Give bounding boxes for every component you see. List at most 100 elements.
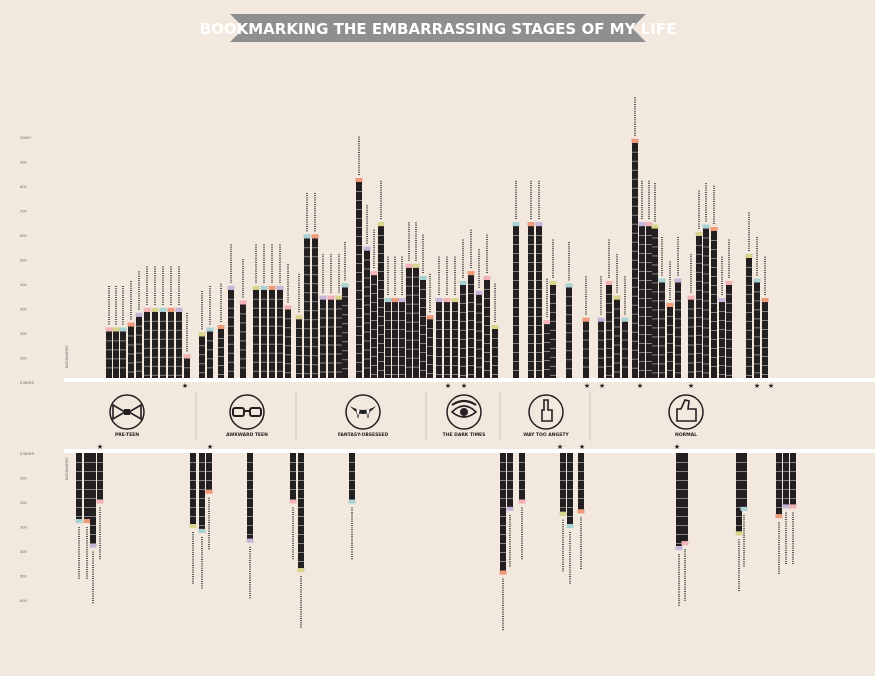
bar-stripe (754, 318, 760, 320)
eye-brow (451, 399, 477, 406)
bar-stripe (304, 364, 310, 366)
bookmark-accent (451, 298, 459, 303)
bar-stripe (536, 271, 542, 272)
bar-stripe (696, 244, 702, 246)
bar-stripe (632, 250, 638, 252)
bar-stripe (746, 347, 752, 349)
bar-stripe (452, 356, 458, 357)
bar-stripe (168, 356, 174, 358)
bar-stripe (399, 329, 405, 330)
top-axis-tick: 900 (20, 160, 27, 165)
top-bar (184, 358, 190, 378)
bar-stripe (754, 327, 760, 329)
top-bar (513, 226, 519, 378)
bar-stripe (476, 330, 482, 332)
bar-stripe (726, 302, 732, 304)
bar-stripe (106, 349, 112, 351)
bar-stripe (399, 311, 405, 312)
bar-stripe (682, 525, 688, 526)
eye-outline (450, 405, 478, 418)
bookmark-accent (335, 295, 343, 300)
bar-stripe (500, 471, 506, 472)
bar-stripe (420, 289, 426, 290)
bar-stripe (356, 254, 362, 255)
bar-stripe (371, 293, 377, 294)
bar-stripe (513, 235, 519, 236)
bar-stripe (762, 329, 768, 330)
bar-stripe (460, 320, 466, 322)
bookmark-accent (566, 524, 574, 529)
bar-stripe (298, 507, 304, 508)
bar-stripe (312, 256, 318, 258)
middle-finger-icon (528, 394, 564, 430)
bar-stripe (688, 371, 694, 373)
bar-stripe (460, 374, 466, 376)
bar-stripe (207, 340, 213, 342)
bar-stripe (476, 339, 482, 341)
top-bar (444, 302, 450, 378)
bottom-bar (776, 453, 782, 515)
bookmark-accent (695, 231, 703, 236)
bar-stripe (460, 356, 466, 358)
era-label: NORMAL (675, 432, 697, 438)
top-axis-tick: 300 (20, 307, 27, 312)
bar-stripe (253, 307, 259, 309)
bar-stripe (736, 525, 742, 526)
bookmark-accent (761, 298, 769, 303)
bar-stripe (736, 498, 742, 499)
bar-stripe (688, 344, 694, 346)
bar-stripe (168, 320, 174, 322)
bar-stripe (356, 191, 362, 192)
bookmark-accent (753, 278, 761, 283)
bar-stripe (296, 337, 302, 338)
bar-stripe (566, 314, 572, 316)
bar-stripe (667, 315, 673, 317)
era-label: PRE-TEEN (115, 432, 139, 438)
bottom-axis-tick: 200 (20, 500, 27, 505)
bar-stripe (385, 347, 391, 348)
bar-stripe (711, 240, 717, 241)
bar-stripe (261, 298, 267, 300)
bar-stripe (190, 516, 196, 517)
bar-stripe (228, 343, 234, 345)
bar-stripe (436, 347, 442, 348)
bar-stripe (371, 302, 377, 303)
bar-stripe (567, 516, 573, 517)
bar-stripe (703, 291, 709, 293)
top-bar (598, 321, 604, 378)
bar-stripe (711, 330, 717, 331)
bar-stripe (566, 350, 572, 352)
bar-stripe (452, 329, 458, 330)
bar-stripe (277, 334, 283, 336)
top-bar (176, 311, 182, 378)
bar-stripe (277, 343, 283, 345)
top-bar (420, 280, 426, 378)
bar-stripe (711, 258, 717, 259)
bar-stripe (144, 329, 150, 331)
bar-stripe (675, 363, 681, 365)
bar-stripe (484, 325, 490, 326)
bar-stripe (711, 303, 717, 304)
bar-stripe (136, 370, 142, 372)
bar-stripe (711, 285, 717, 286)
bow-tie-icon (109, 394, 145, 430)
bar-stripe (378, 361, 384, 362)
bar-stripe (550, 365, 556, 367)
bar-stripe (84, 516, 90, 517)
bar-stripe (659, 354, 665, 356)
bookmark-accent (175, 307, 183, 312)
bar-stripe (312, 247, 318, 249)
bookmark-accent (252, 285, 260, 290)
bar-stripe (385, 329, 391, 330)
bookmark-accent (151, 307, 159, 312)
bar-stripe (659, 309, 665, 311)
bar-stripe (290, 489, 296, 490)
bar-stripe (614, 344, 620, 346)
bar-stripe (622, 357, 628, 359)
bar-stripe (776, 507, 782, 508)
bar-stripe (152, 320, 158, 322)
bar-stripe (277, 325, 283, 327)
bar-stripe (632, 178, 638, 180)
bar-stripe (519, 462, 525, 463)
bar-stripe (120, 340, 126, 342)
